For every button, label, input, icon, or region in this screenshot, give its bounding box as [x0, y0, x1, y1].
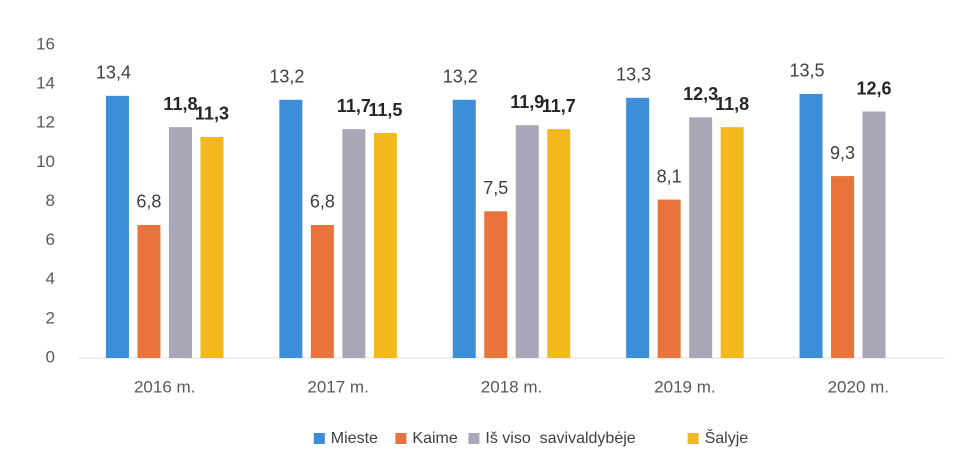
- value-label: 11,8: [163, 94, 197, 114]
- legend-label: Šalyje: [705, 428, 749, 447]
- bar: [720, 127, 744, 358]
- bar: [862, 111, 886, 358]
- value-label: 11,3: [195, 104, 229, 124]
- legend-swatch: [395, 433, 407, 444]
- value-label: 11,8: [715, 94, 749, 114]
- value-label: 11,9: [510, 92, 544, 112]
- value-label: 13,2: [269, 67, 304, 87]
- y-tick-label: 16: [36, 34, 55, 53]
- value-label: 11,7: [337, 96, 371, 116]
- legend-swatch: [687, 433, 699, 444]
- bar: [373, 133, 397, 358]
- x-tick-label: 2019 m.: [654, 377, 715, 396]
- value-label: 6,8: [136, 192, 161, 212]
- bar: [484, 211, 508, 358]
- y-tick-label: 12: [36, 113, 55, 132]
- bar: [657, 199, 681, 358]
- legend-swatch: [468, 433, 480, 444]
- legend-label: Mieste: [331, 430, 378, 447]
- bar: [105, 95, 129, 359]
- value-label: 9,3: [830, 143, 855, 163]
- bar: [342, 129, 366, 358]
- legend-label: Iš viso savivaldybėje: [485, 430, 635, 447]
- x-tick-label: 2016 m.: [134, 377, 195, 396]
- y-tick-label: 0: [46, 347, 55, 366]
- bar: [168, 127, 192, 358]
- y-tick-label: 6: [46, 230, 55, 249]
- value-label: 6,8: [310, 192, 335, 212]
- y-tick-label: 8: [46, 191, 55, 210]
- x-tick-label: 2017 m.: [307, 377, 368, 396]
- x-tick-label: 2020 m.: [828, 377, 889, 396]
- bar: [626, 97, 650, 358]
- legend-swatch: [313, 433, 325, 444]
- value-label: 12,6: [857, 78, 892, 98]
- value-label: 11,7: [542, 96, 576, 116]
- value-label: 13,2: [443, 67, 478, 87]
- bar: [452, 99, 476, 359]
- value-label: 12,3: [683, 84, 718, 104]
- bar: [799, 93, 823, 358]
- y-tick-label: 2: [46, 308, 55, 327]
- value-label: 8,1: [657, 166, 682, 186]
- bar: [515, 125, 539, 358]
- value-label: 13,5: [790, 61, 825, 81]
- bar: [137, 224, 161, 358]
- bar: [200, 136, 224, 358]
- value-label: 11,5: [368, 100, 402, 120]
- bar: [547, 129, 571, 358]
- bar: [831, 176, 855, 358]
- y-tick-label: 14: [36, 74, 55, 93]
- legend-label: Kaime: [412, 430, 457, 447]
- x-tick-label: 2018 m.: [481, 377, 542, 396]
- y-tick-label: 10: [36, 152, 55, 171]
- bar: [279, 99, 303, 359]
- y-tick-label: 4: [46, 269, 55, 288]
- value-label: 13,4: [96, 63, 131, 83]
- value-label: 13,3: [616, 65, 651, 85]
- value-label: 7,5: [483, 178, 508, 198]
- bar: [689, 117, 713, 358]
- bar: [310, 224, 334, 358]
